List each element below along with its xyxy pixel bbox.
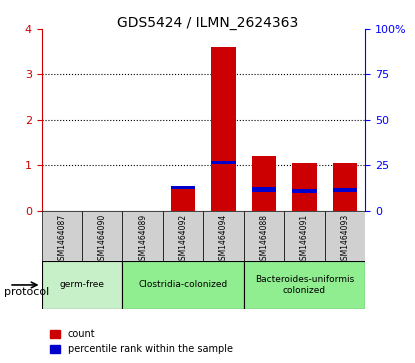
Text: GSM1464087: GSM1464087 bbox=[57, 214, 66, 265]
Text: GSM1464091: GSM1464091 bbox=[300, 214, 309, 265]
FancyBboxPatch shape bbox=[42, 261, 122, 309]
Bar bbox=[333, 163, 357, 211]
Bar bbox=[171, 185, 195, 211]
Text: GSM1464093: GSM1464093 bbox=[340, 214, 349, 265]
Bar bbox=[252, 187, 276, 192]
Bar bbox=[212, 160, 236, 164]
Text: GSM1464094: GSM1464094 bbox=[219, 214, 228, 265]
Text: germ-free: germ-free bbox=[59, 281, 105, 289]
Text: Clostridia-colonized: Clostridia-colonized bbox=[139, 281, 228, 289]
FancyBboxPatch shape bbox=[284, 211, 325, 276]
Bar bbox=[333, 188, 357, 192]
Text: Bacteroides-uniformis
colonized: Bacteroides-uniformis colonized bbox=[255, 275, 354, 295]
FancyBboxPatch shape bbox=[42, 211, 82, 276]
Bar bbox=[293, 189, 317, 193]
FancyBboxPatch shape bbox=[122, 261, 244, 309]
Text: GSM1464090: GSM1464090 bbox=[98, 214, 107, 265]
FancyBboxPatch shape bbox=[122, 211, 163, 276]
Text: GSM1464092: GSM1464092 bbox=[178, 214, 188, 265]
Text: protocol: protocol bbox=[4, 287, 49, 297]
Text: GSM1464089: GSM1464089 bbox=[138, 214, 147, 265]
FancyBboxPatch shape bbox=[244, 261, 365, 309]
Bar bbox=[252, 156, 276, 211]
FancyBboxPatch shape bbox=[203, 211, 244, 276]
FancyBboxPatch shape bbox=[163, 211, 203, 276]
Bar bbox=[293, 163, 317, 211]
FancyBboxPatch shape bbox=[82, 211, 122, 276]
Bar bbox=[171, 185, 195, 189]
FancyBboxPatch shape bbox=[244, 211, 284, 276]
Legend: count, percentile rank within the sample: count, percentile rank within the sample bbox=[46, 326, 237, 358]
FancyBboxPatch shape bbox=[325, 211, 365, 276]
Bar bbox=[212, 47, 236, 211]
Text: GSM1464088: GSM1464088 bbox=[259, 214, 269, 265]
Text: GDS5424 / ILMN_2624363: GDS5424 / ILMN_2624363 bbox=[117, 16, 298, 30]
